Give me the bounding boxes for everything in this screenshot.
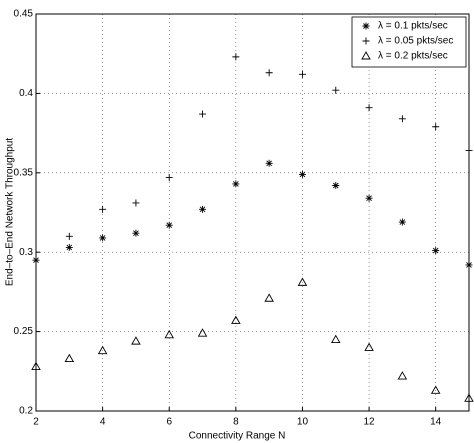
x-tick-label: 4 — [100, 417, 106, 428]
data-point — [330, 334, 341, 343]
data-point — [31, 361, 41, 370]
data-point — [432, 247, 440, 255]
data-point — [165, 221, 173, 229]
data-point — [132, 199, 140, 207]
data-point — [232, 53, 240, 61]
legend-box — [351, 16, 467, 68]
data-point — [65, 243, 73, 251]
data-point — [464, 393, 474, 402]
x-tick-label: 8 — [233, 417, 239, 428]
data-point — [199, 110, 207, 118]
data-point — [64, 353, 75, 363]
data-point — [465, 147, 473, 155]
data-point — [465, 261, 473, 269]
y-tick-label: 0.45 — [14, 9, 34, 20]
x-tick-label: 10 — [297, 417, 309, 428]
data-point — [131, 336, 141, 345]
y-tick-label: 0.35 — [14, 167, 34, 178]
x-tick-label: 2 — [33, 417, 39, 428]
data-point — [265, 159, 273, 167]
x-tick-label: 14 — [430, 417, 442, 428]
data-point — [32, 256, 40, 264]
data-point — [197, 328, 208, 337]
data-point — [165, 174, 173, 182]
data-point — [430, 385, 441, 394]
legend-label: λ = 0.05 pkts/sec — [378, 36, 453, 47]
data-point — [398, 218, 406, 226]
data-point — [298, 70, 306, 78]
legend-marker — [362, 22, 370, 30]
data-point — [365, 194, 373, 202]
legend-marker — [362, 37, 370, 45]
data-point — [99, 234, 107, 242]
x-tick-label: 6 — [166, 417, 172, 428]
data-point — [432, 123, 440, 131]
plot-frame — [35, 13, 470, 412]
y-tick-label: 0.4 — [19, 88, 33, 99]
data-point — [97, 345, 108, 355]
data-point — [397, 371, 408, 380]
y-tick-label: 0.2 — [19, 406, 33, 417]
data-point — [398, 115, 406, 123]
data-point — [232, 180, 240, 188]
y-axis-label: End–to–End Network Throughput — [5, 138, 16, 286]
data-point — [231, 315, 241, 324]
y-tick-label: 0.25 — [14, 326, 34, 337]
x-tick-label: 12 — [364, 417, 376, 428]
legend-marker — [361, 51, 371, 60]
data-point — [297, 277, 308, 286]
data-point — [199, 205, 207, 213]
data-point — [65, 232, 73, 240]
data-point — [365, 104, 373, 112]
y-tick-label: 0.3 — [19, 247, 33, 258]
data-point — [298, 170, 306, 178]
legend-label: λ = 0.2 pkts/sec — [378, 51, 448, 62]
data-point — [264, 293, 274, 302]
legend-label: λ = 0.1 pkts/sec — [378, 21, 448, 32]
data-point — [164, 329, 175, 339]
data-point — [132, 229, 140, 237]
x-axis-label: Connectivity Range N — [189, 431, 286, 442]
data-point — [332, 182, 340, 190]
data-point — [332, 86, 340, 94]
data-point — [99, 205, 107, 213]
data-point — [265, 69, 273, 77]
data-point — [364, 342, 374, 351]
